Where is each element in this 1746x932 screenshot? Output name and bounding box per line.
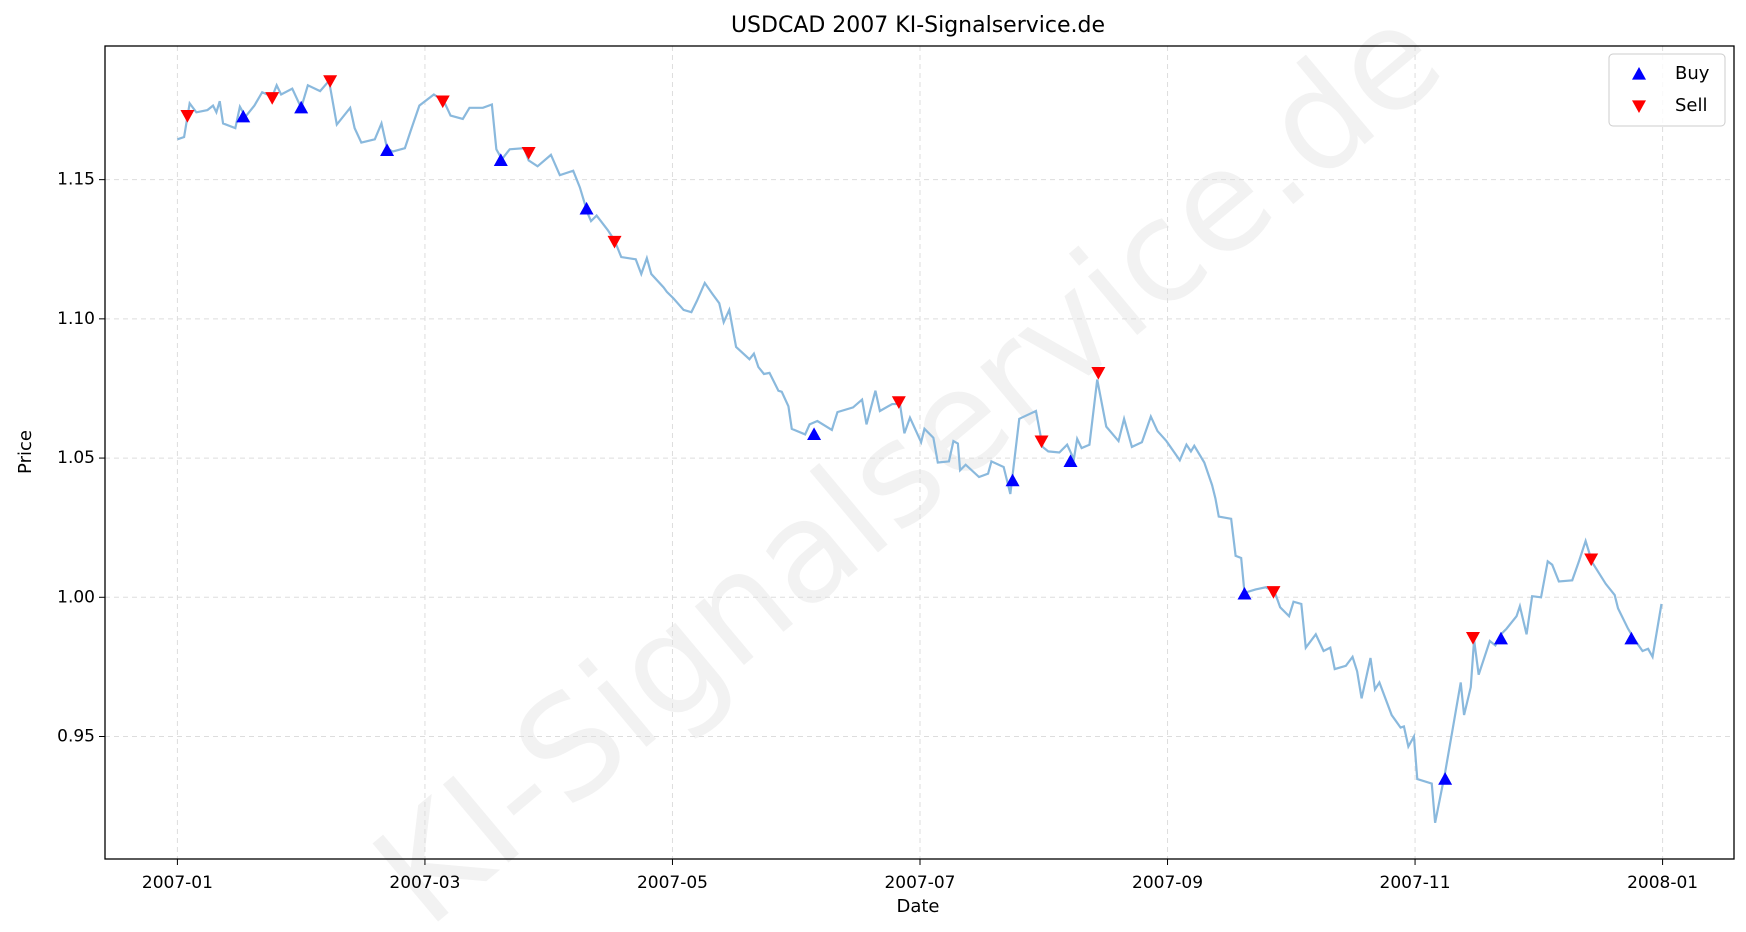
y-axis-label: Price bbox=[15, 430, 36, 474]
y-tick-label: 1.05 bbox=[57, 448, 95, 468]
signal-marker bbox=[521, 147, 536, 160]
signal-marker bbox=[807, 427, 822, 441]
x-tick-label: 2007-07 bbox=[884, 873, 955, 893]
signal-marker bbox=[579, 201, 594, 215]
legend-marker bbox=[1632, 67, 1646, 80]
x-tick-label: 2007-09 bbox=[1132, 873, 1203, 893]
x-tick-label: 2007-05 bbox=[637, 873, 708, 893]
signal-marker bbox=[1237, 586, 1252, 600]
chart-title: USDCAD 2007 KI-Signalservice.de bbox=[731, 13, 1105, 38]
signal-marker bbox=[1584, 553, 1599, 567]
signal-marker bbox=[1493, 631, 1508, 645]
signal-marker bbox=[493, 153, 508, 167]
signal-marker bbox=[1034, 435, 1049, 449]
signal-marker bbox=[1005, 473, 1020, 487]
x-tick-label: 2008-01 bbox=[1627, 873, 1698, 893]
x-tick-label: 2007-11 bbox=[1380, 873, 1451, 893]
signal-marker bbox=[1438, 772, 1453, 785]
y-tick-label: 1.10 bbox=[57, 309, 95, 329]
x-axis-label: Date bbox=[896, 896, 939, 917]
signal-marker bbox=[294, 100, 309, 114]
signal-marker bbox=[236, 109, 251, 123]
watermark: KI-Signalservice.de bbox=[345, 0, 1472, 932]
signal-marker bbox=[891, 396, 906, 409]
legend-marker bbox=[1632, 100, 1646, 113]
price-line bbox=[177, 78, 1663, 824]
signal-marker bbox=[323, 75, 338, 88]
y-tick-label: 1.15 bbox=[57, 170, 95, 190]
signal-marker bbox=[180, 110, 195, 123]
x-tick-label: 2007-01 bbox=[142, 873, 213, 893]
legend-label: Sell bbox=[1675, 95, 1708, 116]
signal-marker bbox=[1624, 631, 1639, 645]
signal-marker bbox=[1465, 632, 1480, 645]
signal-marker bbox=[435, 95, 450, 109]
signal-marker bbox=[1266, 586, 1281, 599]
plot-frame bbox=[104, 45, 1735, 860]
signal-marker bbox=[380, 143, 395, 157]
signal-marker bbox=[1091, 366, 1106, 380]
y-tick-label: 0.95 bbox=[57, 726, 95, 746]
x-tick-label: 2007-03 bbox=[389, 873, 460, 893]
signal-marker bbox=[1063, 454, 1078, 468]
signal-marker bbox=[265, 92, 280, 105]
y-tick-label: 1.00 bbox=[57, 587, 95, 607]
legend-label: Buy bbox=[1675, 63, 1710, 84]
signal-marker bbox=[607, 235, 622, 249]
